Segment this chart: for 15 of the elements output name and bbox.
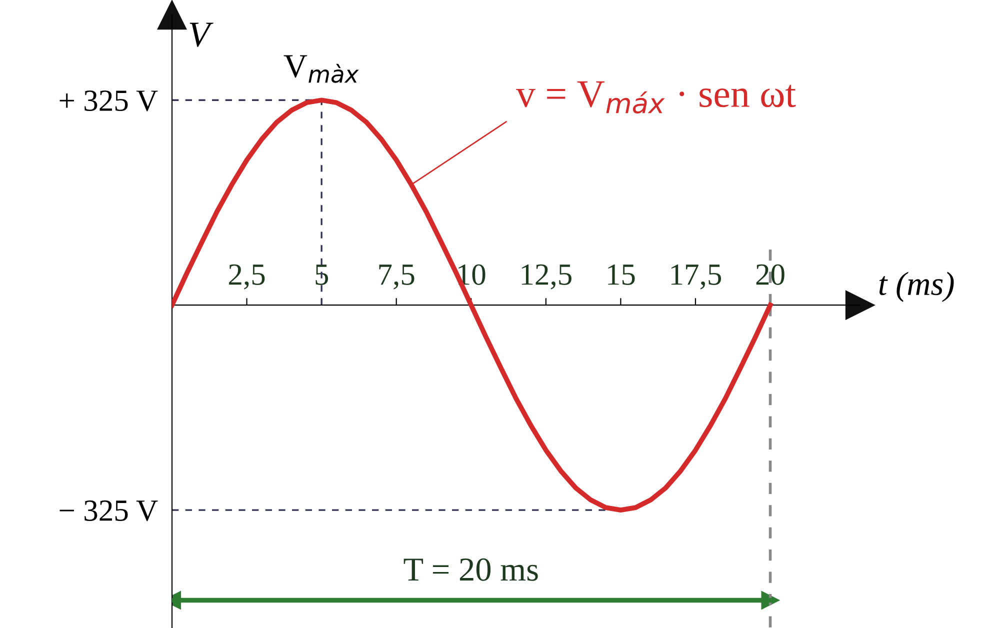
x-tick-label: 12,5 [522,264,572,290]
x-tick-label: 7,5 [379,264,414,290]
x-tick-label: 5 [316,264,328,285]
annotation: v = V$_{máx}$ · sen ωt [516,81,796,114]
x-tick-label: 17,5 [671,264,722,290]
x-tick-label: 20 [756,264,784,285]
annotation: T = 20 ms [404,558,538,581]
x-tick-label: 10 [458,264,486,285]
x-tick-label: 15 [608,264,635,285]
y-tick-label: + 325 V [60,90,158,112]
annotation: V$_{màx}$ [284,55,359,83]
x-axis-title: t (ms) [879,272,954,302]
x-tick-label: 2,5 [229,264,265,290]
y-axis-title: V [190,22,214,47]
y-tick-label: − 325 V [60,500,158,522]
